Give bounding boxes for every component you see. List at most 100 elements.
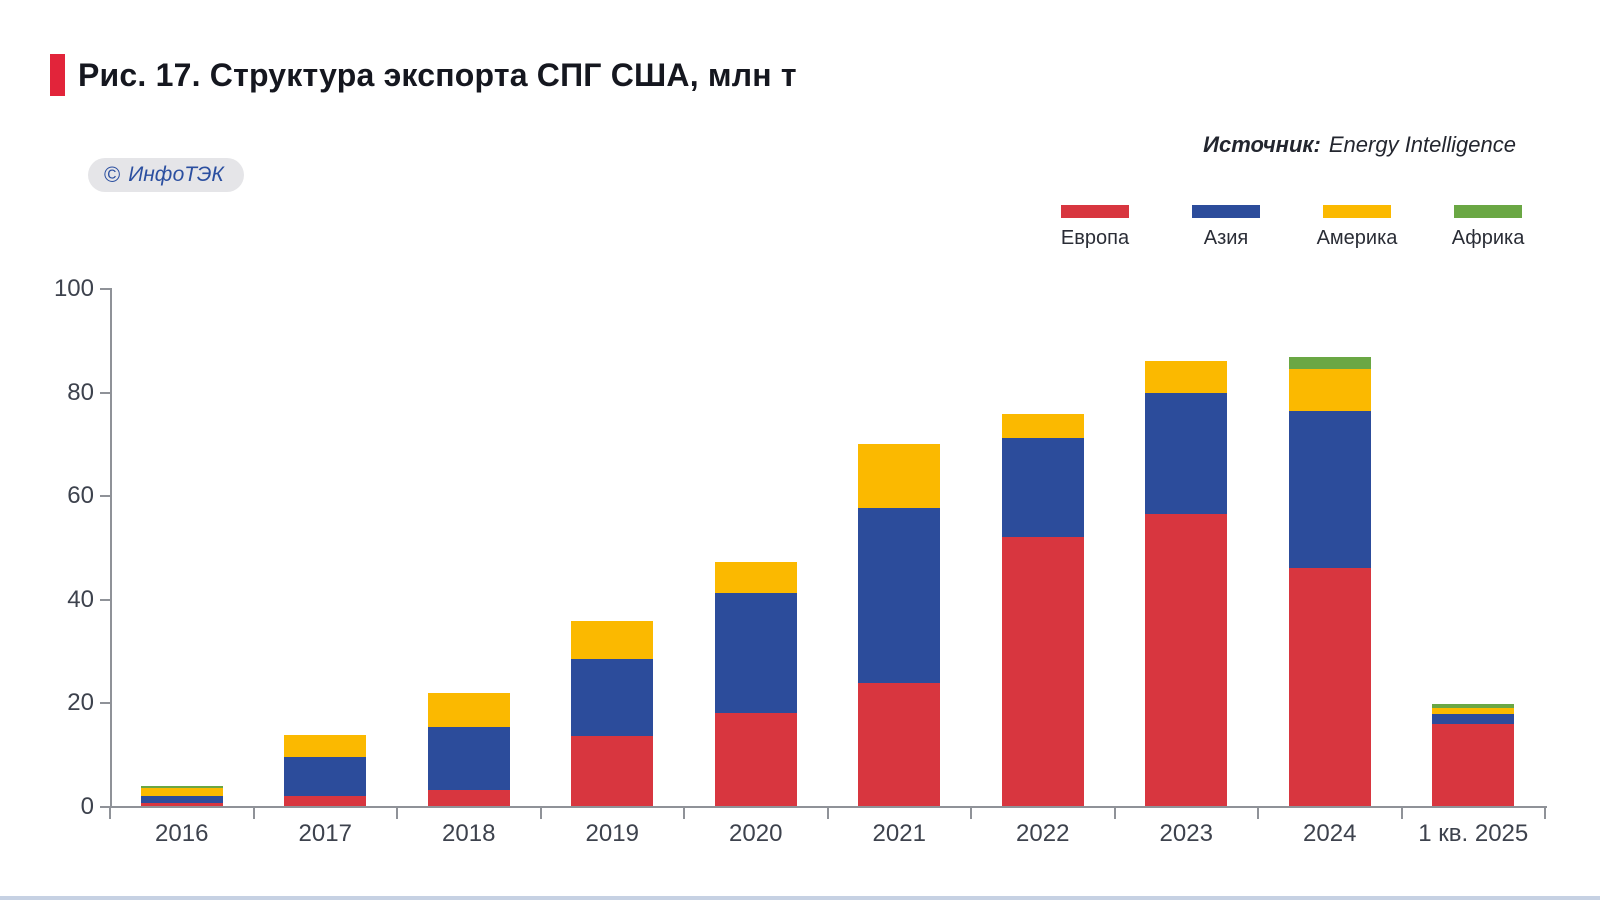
bar-segment-europe-2021: [858, 683, 941, 806]
bar-segment-america-2022: [1001, 413, 1084, 439]
x-axis-tick-0: [109, 806, 111, 819]
x-axis-tick-6: [970, 806, 972, 819]
bar-2020: [714, 561, 797, 806]
bar-segment-europe-2020: [714, 712, 797, 806]
x-axis-tick-9: [1400, 806, 1403, 819]
bar-segment-africa-2024: [1288, 356, 1371, 369]
bar-segment-europe-2022: [1001, 536, 1084, 806]
y-tick-60: [100, 495, 110, 498]
bar-segment-america-2019: [571, 621, 654, 660]
bar-segment-america-2017: [284, 734, 367, 757]
bar-segment-america-2018: [427, 693, 510, 728]
legend-swatch-africa: [1454, 205, 1522, 218]
figure-header: Рис. 17. Структура экспорта СПГ США, млн…: [50, 54, 797, 96]
y-tick-80: [100, 391, 110, 394]
bar-segment-america-1 кв. 2025: [1432, 708, 1515, 715]
legend-swatch-asia: [1192, 205, 1260, 218]
legend-label-europe: Европа: [1060, 227, 1130, 249]
x-axis-tick-8: [1257, 806, 1259, 819]
bar-segment-asia-2018: [427, 727, 510, 791]
x-label-2022: 2022: [1016, 820, 1070, 847]
bar-segment-asia-2020: [714, 593, 797, 713]
y-tick-0: [100, 806, 110, 808]
bar-2016: [140, 785, 223, 806]
x-axis-tick-4: [683, 806, 685, 819]
source-value: Energy Intelligence: [1328, 132, 1516, 157]
legend-item-america: Америка: [1317, 205, 1397, 250]
bar-segment-asia-2023: [1145, 392, 1228, 515]
x-label-2017: 2017: [298, 820, 352, 847]
infotek-badge: © ИнфоТЭК: [88, 158, 244, 192]
x-axis-tick-10: [1544, 806, 1546, 819]
legend-label-africa: Африка: [1451, 227, 1525, 249]
x-axis-tick-3: [539, 806, 542, 819]
y-tick-label-100: 100: [53, 275, 94, 302]
bar-segment-europe-2019: [571, 735, 654, 806]
x-label-2021: 2021: [872, 820, 926, 847]
legend-swatch-america: [1323, 205, 1391, 218]
y-tick-40: [100, 598, 110, 601]
bar-segment-america-2024: [1288, 368, 1371, 412]
y-tick-label-80: 80: [67, 378, 94, 406]
y-tick-label-60: 60: [67, 482, 94, 510]
bar-segment-asia-2019: [571, 659, 654, 736]
bar-segment-america-2021: [858, 444, 941, 508]
x-axis-tick-2: [396, 806, 398, 819]
bar-segment-america-2023: [1145, 361, 1228, 393]
badge-label: ИнфоТЭК: [128, 163, 224, 186]
bar-segment-europe-1 кв. 2025: [1432, 724, 1515, 806]
copyright-icon: ©: [104, 162, 121, 187]
y-tick-label-40: 40: [67, 585, 94, 613]
x-label-2024: 2024: [1303, 820, 1357, 847]
bar-segment-asia-2021: [858, 507, 941, 684]
bar-2022: [1001, 413, 1084, 806]
bar-2019: [571, 621, 654, 806]
x-label-1 кв. 2025: 1 кв. 2025: [1418, 820, 1529, 847]
bar-segment-europe-2024: [1288, 567, 1371, 806]
source-label: Источник:: [1203, 132, 1321, 157]
x-axis-tick-7: [1113, 806, 1116, 819]
x-axis: [100, 806, 1547, 808]
bar-2017: [284, 734, 367, 806]
x-label-2023: 2023: [1159, 820, 1213, 847]
bar-2023: [1145, 361, 1228, 806]
bar-segment-asia-2017: [284, 756, 367, 797]
bar-segment-europe-2017: [284, 796, 367, 806]
bottom-rule: [0, 896, 1600, 900]
bar-segment-europe-2018: [427, 790, 510, 806]
x-axis-tick-5: [826, 806, 829, 819]
bar-segment-asia-2024: [1288, 411, 1371, 568]
bar-2018: [427, 693, 510, 806]
bar-2024: [1288, 356, 1371, 806]
bar-segment-asia-2016: [140, 795, 223, 804]
figure-title: Рис. 17. Структура экспорта СПГ США, млн…: [78, 56, 797, 93]
y-axis: [110, 288, 112, 808]
bar-segment-africa-1 кв. 2025: [1432, 704, 1515, 709]
x-axis-tick-1: [252, 806, 255, 819]
bar-1 кв. 2025: [1432, 704, 1515, 806]
x-label-2019: 2019: [585, 820, 639, 847]
legend-item-europe: Европа: [1061, 205, 1129, 250]
chart-legend: Европа Азия Америка Африка: [1061, 205, 1525, 250]
x-label-2020: 2020: [729, 820, 783, 847]
x-label-2018: 2018: [442, 820, 496, 847]
legend-label-asia: Азия: [1203, 227, 1249, 249]
bar-segment-europe-2023: [1145, 514, 1228, 806]
bar-segment-africa-2016: [140, 785, 223, 788]
legend-swatch-europe: [1061, 205, 1129, 218]
legend-item-africa: Африка: [1451, 205, 1525, 250]
legend-label-america: Америка: [1316, 227, 1398, 249]
y-tick-100: [100, 288, 110, 290]
bar-segment-america-2020: [714, 561, 797, 594]
y-tick-20: [100, 702, 110, 705]
source-line: Источник: Energy Intelligence: [1203, 132, 1516, 158]
bar-segment-asia-1 кв. 2025: [1432, 714, 1515, 725]
y-tick-label-0: 0: [80, 793, 94, 820]
x-label-2016: 2016: [155, 820, 209, 847]
bar-2021: [858, 444, 941, 806]
bar-segment-america-2016: [140, 787, 223, 796]
title-accent-bar: [50, 54, 65, 96]
legend-item-asia: Азия: [1192, 205, 1260, 250]
y-tick-label-20: 20: [67, 689, 94, 717]
